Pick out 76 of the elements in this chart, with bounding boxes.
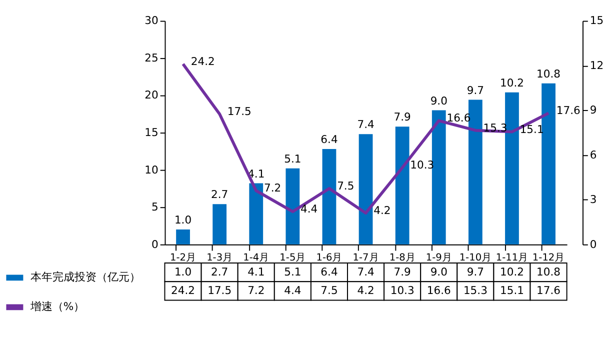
text: 5.1 <box>284 152 302 166</box>
text: 7.9 <box>394 110 411 124</box>
text: 17.5 <box>227 104 252 118</box>
data-label: 10.3 <box>390 284 414 297</box>
data-label: 17.6 <box>536 284 561 297</box>
data-label: 1.0 <box>174 265 192 278</box>
y2-tick-label: 15 <box>590 14 604 28</box>
text: 6.4 <box>320 133 338 146</box>
text: 17.6 <box>556 104 580 118</box>
text: 10.2 <box>500 76 524 90</box>
legend-label: 增速（%） <box>29 300 85 314</box>
legend-label: 本年完成投资（亿元） <box>30 270 140 284</box>
data-label: 9.0 <box>430 265 448 278</box>
data-label: 15.3 <box>463 284 488 297</box>
data-label: 17.5 <box>208 284 232 297</box>
text: 24.2 <box>190 54 215 68</box>
x-tick-label: 1-2月 <box>170 252 196 264</box>
x-tick-label: 1-4月 <box>243 252 270 264</box>
x-tick-label: 1-3月 <box>206 252 233 264</box>
bar <box>286 168 300 244</box>
y2-tick-label: 9 <box>590 104 597 117</box>
x-tick-label: 1-7月 <box>352 252 379 264</box>
data-label: 10.2 <box>500 265 524 278</box>
y-tick-label: 20 <box>144 88 159 102</box>
bar <box>176 229 190 244</box>
text: 9.7 <box>466 84 484 97</box>
data-label: 4.1 <box>248 265 265 278</box>
x-tick-label: 1-10月 <box>459 252 492 264</box>
data-label: 4.2 <box>357 284 374 297</box>
data-label: 7.4 <box>357 265 374 278</box>
text: 2.7 <box>211 188 228 202</box>
y2-tick-label: 3 <box>590 193 597 206</box>
x-tick-label: 1-12月 <box>532 252 565 264</box>
bar <box>432 110 446 244</box>
data-label: 6.4 <box>320 265 338 278</box>
text: 4.2 <box>374 204 391 218</box>
y-tick-label: 25 <box>144 51 158 64</box>
text: 4.4 <box>300 202 318 216</box>
bar <box>542 83 556 244</box>
y2-tick-label: 0 <box>590 238 597 251</box>
text: 7.5 <box>337 179 354 192</box>
y2-tick-label: 6 <box>590 148 597 162</box>
data-label: 7.5 <box>320 284 338 297</box>
bar <box>322 148 336 244</box>
bar <box>468 100 482 244</box>
data-label: 2.7 <box>211 265 228 278</box>
data-label: 4.4 <box>284 284 302 297</box>
y-tick-label: 10 <box>144 163 159 176</box>
data-label: 5.1 <box>284 265 302 278</box>
y-tick-label: 5 <box>152 200 158 214</box>
text: 7.2 <box>264 182 282 195</box>
bar <box>249 183 264 244</box>
data-label: 7.2 <box>248 284 265 297</box>
data-label: 9.7 <box>466 265 484 278</box>
text: 1.0 <box>174 214 192 227</box>
data-label: 10.8 <box>536 265 561 278</box>
text: 7.4 <box>357 118 374 132</box>
x-tick-label: 1-11月 <box>496 252 528 264</box>
y-tick-label: 30 <box>144 14 159 28</box>
x-tick-label: 1-9月 <box>426 252 452 264</box>
data-label: 15.1 <box>500 284 524 297</box>
bar <box>358 134 373 244</box>
data-label: 7.9 <box>394 265 412 278</box>
y-tick-label: 0 <box>152 238 159 251</box>
x-tick-label: 1-8月 <box>389 252 416 264</box>
bar <box>212 204 227 244</box>
y-tick-label: 15 <box>144 126 158 140</box>
text: 9.0 <box>430 94 448 108</box>
data-label: 16.6 <box>426 284 452 297</box>
y2-tick-label: 12 <box>590 58 604 72</box>
text: 10.8 <box>536 68 561 81</box>
bar <box>395 126 410 244</box>
x-tick-label: 1-5月 <box>280 252 306 264</box>
bar <box>505 92 519 244</box>
data-label: 24.2 <box>171 284 196 297</box>
x-tick-label: 1-6月 <box>316 252 342 264</box>
